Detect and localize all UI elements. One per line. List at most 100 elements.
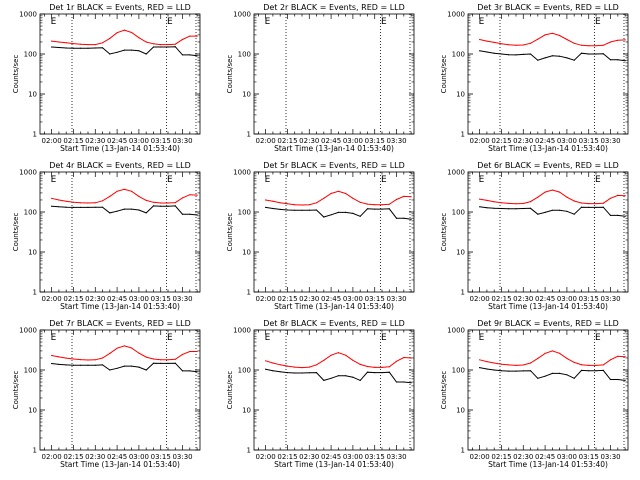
y-tick-label: 1000 <box>447 327 465 335</box>
lld-data-point <box>515 203 517 205</box>
events-data-point <box>167 205 169 207</box>
x-tick-label: 03:15 <box>579 137 599 145</box>
events-data-point <box>366 208 369 210</box>
x-tick-label: 02:00 <box>42 453 62 461</box>
events-data-point <box>595 206 597 208</box>
lld-data-point <box>101 42 104 44</box>
series-line-lld-red <box>265 190 412 206</box>
x-tick-label: 02:15 <box>491 137 511 145</box>
x-tick-label: 02:30 <box>513 453 533 461</box>
lld-data-point <box>595 45 597 47</box>
lld-data-point <box>315 364 318 366</box>
events-data-point <box>544 211 546 213</box>
lld-data-point <box>486 361 488 363</box>
plot-frame <box>39 171 201 293</box>
x-tick-label: 03:00 <box>557 295 577 303</box>
events-data-point <box>617 214 619 216</box>
events-data-point <box>559 372 561 374</box>
events-data-point <box>588 53 590 55</box>
events-data-point <box>410 382 412 384</box>
events-data-point <box>508 208 510 210</box>
lld-data-point <box>330 192 332 195</box>
events-data-point <box>80 206 82 208</box>
lld-data-point <box>72 43 75 45</box>
lld-data-point <box>544 352 546 354</box>
x-tick-label: 03:30 <box>600 137 620 145</box>
lld-data-point <box>272 362 274 364</box>
lld-data-point <box>272 200 274 202</box>
lld-data-point <box>152 201 155 203</box>
panel-title: Det 7r BLACK = Events, RED = LLD <box>49 319 191 328</box>
events-data-point <box>72 364 75 366</box>
events-data-point <box>359 215 361 217</box>
lld-data-point <box>123 29 125 31</box>
y-tick-label: 1 <box>247 289 251 297</box>
lld-data-point <box>109 37 111 40</box>
lld-data-point <box>51 40 53 42</box>
events-data-point <box>301 209 303 211</box>
events-data-point <box>181 370 184 372</box>
x-tick-label: 02:30 <box>299 295 319 303</box>
lld-data-point <box>522 364 524 366</box>
lld-data-point <box>131 31 133 34</box>
y-tick-label: 1 <box>33 447 37 455</box>
events-data-point <box>624 215 626 217</box>
lld-data-point <box>566 196 568 198</box>
events-data-point <box>145 53 147 55</box>
events-data-point <box>160 362 162 364</box>
x-tick-label: 02:45 <box>107 453 127 461</box>
events-data-point <box>196 214 198 216</box>
x-tick-label: 02:30 <box>513 295 533 303</box>
events-data-point <box>588 370 590 372</box>
events-data-point <box>366 371 369 373</box>
lld-data-point <box>145 41 147 43</box>
events-data-point <box>167 46 169 48</box>
lld-data-point <box>529 201 532 203</box>
events-data-point <box>116 367 118 369</box>
events-data-point <box>515 208 517 210</box>
lld-data-point <box>94 202 96 204</box>
lld-data-point <box>294 204 296 206</box>
lld-data-point <box>58 356 60 358</box>
events-data-point <box>94 206 96 208</box>
panel-title: Det 1r BLACK = Events, RED = LLD <box>49 3 191 12</box>
events-data-point <box>508 54 510 56</box>
lld-data-point <box>500 363 503 365</box>
lld-data-point <box>388 366 390 368</box>
series-line-lld-red <box>51 345 198 361</box>
lld-data-point <box>573 361 575 363</box>
events-data-point <box>301 372 303 374</box>
events-data-point <box>109 53 111 55</box>
events-data-point <box>116 210 118 212</box>
lld-data-point <box>174 43 176 45</box>
lld-data-point <box>80 43 82 45</box>
events-data-point <box>286 372 289 374</box>
lld-data-point <box>315 202 318 204</box>
y-tick-label: 10 <box>456 249 465 257</box>
event-flag-label: E <box>51 17 57 27</box>
lld-data-point <box>544 191 546 193</box>
events-data-point <box>138 366 140 368</box>
lld-data-point <box>359 201 361 203</box>
events-data-point <box>145 212 147 214</box>
events-data-point <box>286 209 289 211</box>
events-data-point <box>479 50 481 52</box>
x-axis-title: Start Time (13-Jan-14 01:53:40) <box>60 144 180 153</box>
events-data-point <box>381 372 383 374</box>
events-data-point <box>537 213 539 215</box>
lld-data-point <box>65 357 67 359</box>
x-axis-title: Start Time (13-Jan-14 01:53:40) <box>488 302 608 311</box>
x-tick-label: 03:15 <box>365 453 385 461</box>
lld-data-point <box>323 197 325 199</box>
x-tick-label: 02:00 <box>256 295 276 303</box>
lld-data-point <box>265 199 267 201</box>
lld-data-point <box>508 44 510 46</box>
lld-data-point <box>181 38 184 41</box>
lld-data-point <box>580 202 583 204</box>
x-tick-label: 02:00 <box>470 137 490 145</box>
events-data-point <box>58 363 60 365</box>
lld-data-point <box>87 359 89 361</box>
event-flag-label: E <box>381 333 387 343</box>
events-data-point <box>152 362 155 364</box>
lld-data-point <box>279 364 281 366</box>
